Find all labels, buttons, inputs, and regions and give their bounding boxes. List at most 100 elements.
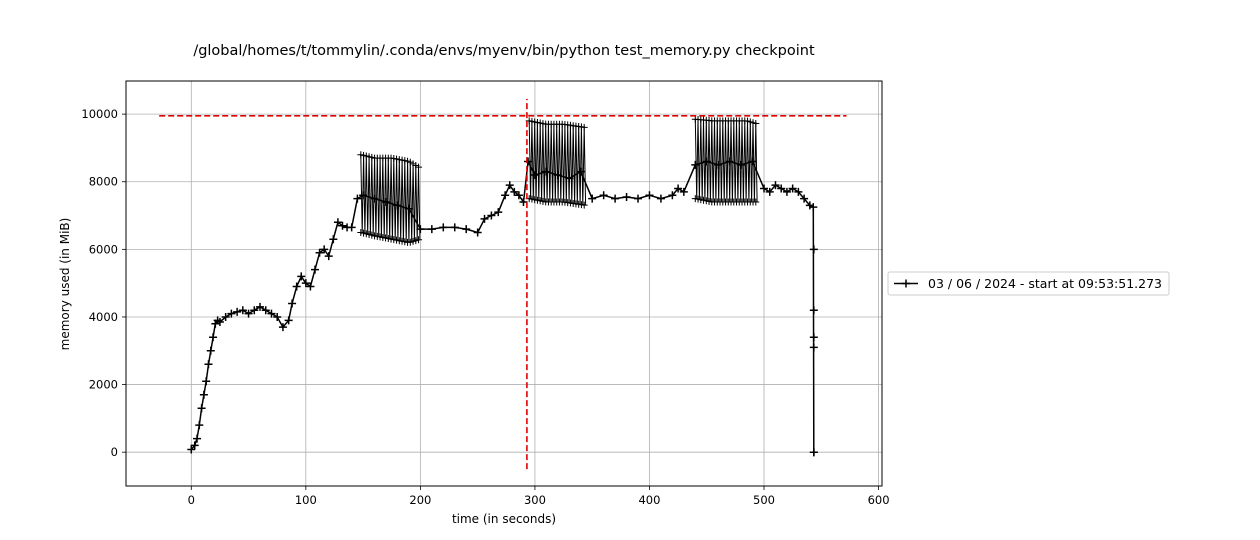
drop-marker — [809, 343, 818, 352]
series-marker — [760, 184, 769, 193]
series-marker — [450, 223, 459, 232]
series-marker — [292, 282, 301, 291]
series-marker — [519, 198, 528, 207]
series-marker — [347, 223, 356, 232]
y-tick-label: 0 — [111, 445, 118, 459]
series-marker — [324, 252, 333, 261]
series-marker — [510, 187, 519, 196]
series-marker — [553, 170, 562, 179]
plot-area-frame — [125, 80, 883, 487]
series-oscillation-band — [360, 154, 421, 243]
series-marker — [329, 235, 338, 244]
series-marker — [691, 160, 700, 169]
series-marker — [193, 434, 202, 443]
series-marker — [530, 170, 539, 179]
series-marker — [197, 404, 206, 413]
legend-entry-label: 03 / 06 / 2024 - start at 09:53:51.273 — [928, 276, 1162, 291]
series-marker — [788, 184, 797, 193]
series-marker — [794, 187, 803, 196]
series-oscillation-band — [694, 119, 758, 203]
x-tick-label: 400 — [638, 493, 660, 507]
series-marker — [227, 309, 236, 318]
y-tick-label: 4000 — [89, 310, 118, 324]
y-tick-label: 10000 — [81, 107, 118, 121]
series-marker — [501, 191, 510, 200]
series-marker — [382, 198, 391, 207]
series-marker — [267, 309, 276, 318]
series-marker — [487, 211, 496, 220]
series-marker — [359, 191, 368, 200]
drop-marker — [809, 333, 818, 342]
series-marker — [674, 184, 683, 193]
series-marker — [393, 201, 402, 210]
series-marker — [645, 191, 654, 200]
x-axis: 0 100 200 300 400 500 600 — [188, 486, 890, 507]
series-marker — [315, 248, 324, 257]
series-marker — [195, 421, 204, 430]
drop-marker — [809, 245, 818, 254]
series-marker — [771, 181, 780, 190]
series-marker — [273, 312, 282, 321]
series-marker — [288, 299, 297, 308]
series-marker — [679, 187, 688, 196]
series-marker — [765, 187, 774, 196]
series-marker — [297, 272, 306, 281]
series-marker — [656, 194, 665, 203]
series-marker — [353, 194, 362, 203]
series-marker — [209, 333, 218, 342]
series-marker — [809, 203, 818, 212]
series-marker — [599, 191, 608, 200]
legend: 03 / 06 / 2024 - start at 09:53:51.273 — [887, 271, 1170, 296]
series-marker — [333, 218, 342, 227]
series-marker — [800, 194, 809, 203]
series-marker — [202, 377, 211, 386]
y-tick-label: 6000 — [89, 242, 118, 256]
series-marker — [238, 306, 247, 315]
series-marker — [588, 194, 597, 203]
series-marker — [427, 225, 436, 234]
series-marker — [580, 123, 588, 131]
series-marker — [415, 163, 423, 171]
series-marker — [462, 225, 471, 234]
series-marker — [473, 228, 482, 237]
series-marker — [752, 120, 760, 128]
series-marker — [244, 309, 253, 318]
grid — [126, 81, 882, 486]
x-tick-label: 500 — [753, 493, 775, 507]
series-marker — [415, 236, 423, 244]
x-tick-label: 0 — [188, 493, 195, 507]
chart-title: /global/homes/t/tommylin/.conda/envs/mye… — [193, 43, 815, 59]
series-marker — [278, 323, 287, 332]
legend-marker — [902, 279, 910, 288]
y-axis-label: memory used (in MiB) — [58, 218, 72, 351]
series-marker — [524, 157, 533, 166]
series-marker — [782, 187, 791, 196]
y-tick-label: 2000 — [89, 378, 118, 392]
series-marker — [748, 157, 757, 166]
series-marker — [514, 191, 523, 200]
series-marker — [622, 192, 631, 201]
series-marker — [668, 191, 677, 200]
x-tick-label: 100 — [295, 493, 317, 507]
y-tick-label: 8000 — [89, 175, 118, 189]
series-marker — [338, 221, 347, 230]
series-oscillation-band — [528, 120, 587, 206]
series-marker — [777, 184, 786, 193]
series-marker — [416, 225, 425, 234]
x-tick-label: 200 — [409, 493, 431, 507]
series-marker — [199, 390, 208, 399]
series-marker — [805, 201, 814, 210]
x-tick-label: 600 — [868, 493, 890, 507]
series-marker — [404, 204, 413, 213]
series-marker — [580, 201, 588, 209]
series-marker — [301, 279, 310, 288]
series-marker — [250, 306, 259, 315]
series-marker — [505, 181, 514, 190]
series-marker — [370, 194, 379, 203]
series-marker — [190, 441, 199, 450]
series-marker — [187, 445, 196, 454]
series-marker — [284, 316, 293, 325]
series-marker — [752, 198, 760, 206]
y-axis: 0 2000 4000 6000 8000 10000 — [81, 107, 126, 459]
series-marker — [261, 306, 270, 315]
